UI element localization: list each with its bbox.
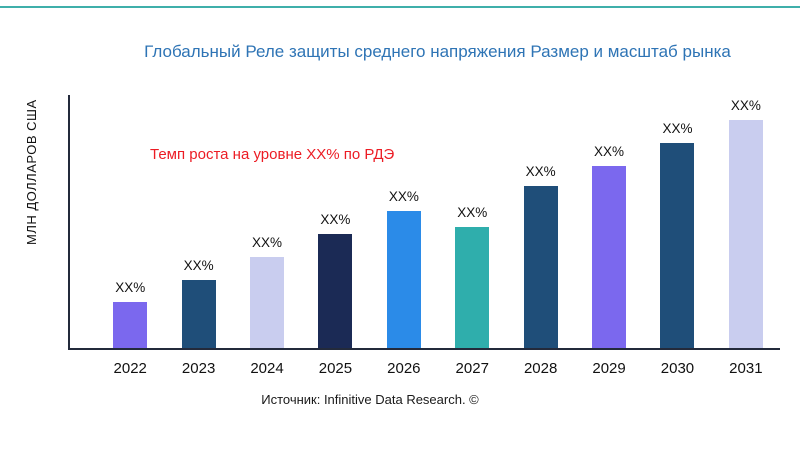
bar-value-label: XX% bbox=[183, 257, 214, 273]
bar-group-2029: XX% 2029 bbox=[575, 95, 643, 377]
bar-group-2023: XX% 2023 bbox=[164, 95, 232, 377]
bar-group-2025: XX% 2025 bbox=[301, 95, 369, 377]
y-axis-label: МЛН ДОЛЛАРОВ США bbox=[24, 99, 39, 245]
bar-2024 bbox=[250, 256, 285, 348]
bar-2022 bbox=[113, 302, 148, 348]
x-tick-label: 2027 bbox=[455, 360, 489, 377]
x-tick-label: 2024 bbox=[250, 360, 284, 377]
x-tick-label: 2031 bbox=[729, 360, 763, 377]
x-tick-label: 2030 bbox=[660, 360, 695, 377]
bar-2027 bbox=[455, 226, 490, 348]
bar-value-label: XX% bbox=[594, 143, 625, 159]
bar-value-label: XX% bbox=[252, 234, 283, 250]
bar-value-label: XX% bbox=[320, 212, 351, 228]
bar-value-label: XX% bbox=[662, 121, 693, 137]
bar-group-2022: XX% 2022 bbox=[96, 95, 164, 377]
x-tick-label: 2026 bbox=[387, 360, 421, 377]
chart-title: Глобальный Реле защиты среднего напряжен… bbox=[144, 42, 731, 61]
bar-2029 bbox=[592, 165, 627, 348]
bar-group-2026: XX% 2026 bbox=[370, 95, 438, 377]
x-tick-label: 2025 bbox=[318, 360, 353, 377]
source-caption: Источник: Infinitive Data Research. © bbox=[261, 392, 479, 407]
bar-2030 bbox=[660, 143, 695, 348]
bar-group-2024: XX% 2024 bbox=[233, 95, 301, 377]
plot-area: XX% 2022 XX% 2023 XX% 2024 XX% 2025 XX% 2026 XX% 20… bbox=[68, 95, 780, 377]
bar-value-label: XX% bbox=[115, 280, 146, 296]
x-tick-label: 2022 bbox=[113, 360, 147, 377]
x-tick-label: 2023 bbox=[181, 360, 216, 377]
x-tick-label: 2028 bbox=[523, 360, 558, 377]
bar-group-2027: XX% 2027 bbox=[438, 95, 506, 377]
bar-value-label: XX% bbox=[730, 98, 761, 114]
bar-group-2030: XX% 2030 bbox=[643, 95, 711, 377]
bar-group-2028: XX% 2028 bbox=[506, 95, 574, 377]
bar-2026 bbox=[386, 211, 421, 348]
bar-value-label: XX% bbox=[388, 189, 419, 205]
growth-rate-annotation: Темп роста на уровне XX% по РДЭ bbox=[150, 146, 395, 163]
bar-group-2031: XX% 2031 bbox=[712, 95, 780, 377]
x-tick-label: 2029 bbox=[592, 360, 626, 377]
bar-2025 bbox=[318, 234, 353, 348]
bar-value-label: XX% bbox=[525, 164, 556, 180]
top-accent-rule bbox=[0, 6, 800, 8]
bar-2023 bbox=[181, 279, 216, 348]
bar-value-label: XX% bbox=[457, 204, 488, 220]
bar-2031 bbox=[728, 120, 763, 348]
bar-2028 bbox=[523, 186, 558, 348]
